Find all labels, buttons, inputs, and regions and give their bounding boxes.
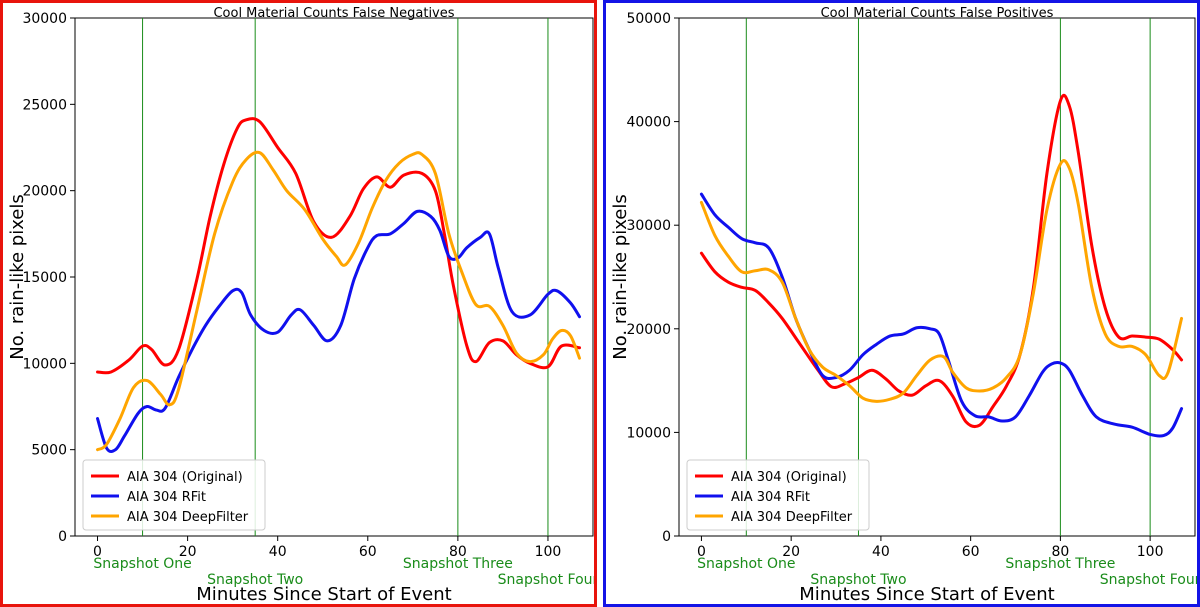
false-negatives-panel: Cool Material Counts False Negatives Snap… <box>0 0 597 607</box>
snapshot-label: Snapshot Two <box>810 572 906 588</box>
x-tick-label: 0 <box>93 544 102 560</box>
legend-entry: AIA 304 RFit <box>731 490 810 505</box>
y-tick-label: 30000 <box>626 218 671 234</box>
y-tick-label: 0 <box>662 529 671 545</box>
x-tick-label: 40 <box>269 544 287 560</box>
series-line-2 <box>699 159 1184 403</box>
x-tick-label: 20 <box>179 544 197 560</box>
legend-box <box>82 459 266 531</box>
x-tick-label: 100 <box>1137 544 1164 560</box>
x-axis-label: Minutes Since Start of Event <box>799 584 1054 604</box>
x-tick-label: 80 <box>1051 544 1069 560</box>
chart-title: Cool Material Counts False Negatives <box>213 6 454 21</box>
y-tick-label: 30000 <box>22 11 67 27</box>
snapshot-label: Snapshot Four <box>1100 572 1197 588</box>
false-positives-chart: Cool Material Counts False Positives Snap… <box>610 6 1197 604</box>
snapshot-label: Snapshot Two <box>207 572 303 588</box>
snapshot-label: Snapshot Three <box>1005 556 1115 572</box>
x-axis-label: Minutes Since Start of Event <box>196 584 451 604</box>
series-line-1 <box>699 192 1184 438</box>
chart-title: Cool Material Counts False Positives <box>821 6 1054 21</box>
series-line-0 <box>699 93 1184 429</box>
y-axis-label: No. rain-like pixels <box>610 194 631 360</box>
y-tick-label: 50000 <box>626 11 671 27</box>
y-axis-label: No. rain-like pixels <box>7 194 28 360</box>
legend-box <box>686 459 870 531</box>
plot-frame <box>74 17 594 537</box>
y-tick-label: 10000 <box>626 425 671 441</box>
false-positives-panel: Cool Material Counts False Positives Snap… <box>603 0 1200 607</box>
x-tick-label: 100 <box>535 544 562 560</box>
plot-frame <box>678 17 1196 537</box>
x-tick-label: 60 <box>962 544 980 560</box>
y-tick-label: 5000 <box>31 443 67 459</box>
series-line-0 <box>96 117 581 375</box>
x-tick-label: 0 <box>697 544 706 560</box>
legend-entry: AIA 304 DeepFilter <box>127 510 249 525</box>
legend-entry: AIA 304 RFit <box>127 490 206 505</box>
series-line-1 <box>96 209 581 453</box>
y-tick-label: 20000 <box>22 184 67 200</box>
x-tick-label: 20 <box>782 544 800 560</box>
legend-entry: AIA 304 DeepFilter <box>731 510 853 525</box>
y-tick-label: 10000 <box>22 356 67 372</box>
series-line-2 <box>96 150 581 452</box>
x-tick-label: 80 <box>449 544 467 560</box>
legend-entry: AIA 304 (Original) <box>127 470 243 485</box>
y-tick-label: 0 <box>58 529 67 545</box>
snapshot-label: Snapshot One <box>697 556 795 572</box>
legend-entry: AIA 304 (Original) <box>731 470 847 485</box>
snapshot-label: Snapshot Three <box>403 556 513 572</box>
x-tick-label: 60 <box>359 544 377 560</box>
snapshot-label: Snapshot Four <box>498 572 594 588</box>
y-tick-label: 40000 <box>626 115 671 131</box>
y-tick-label: 25000 <box>22 97 67 113</box>
x-tick-label: 40 <box>872 544 890 560</box>
snapshot-label: Snapshot One <box>93 556 191 572</box>
false-negatives-chart: Cool Material Counts False Negatives Snap… <box>7 6 594 604</box>
y-tick-label: 20000 <box>626 322 671 338</box>
y-tick-label: 15000 <box>22 270 67 286</box>
